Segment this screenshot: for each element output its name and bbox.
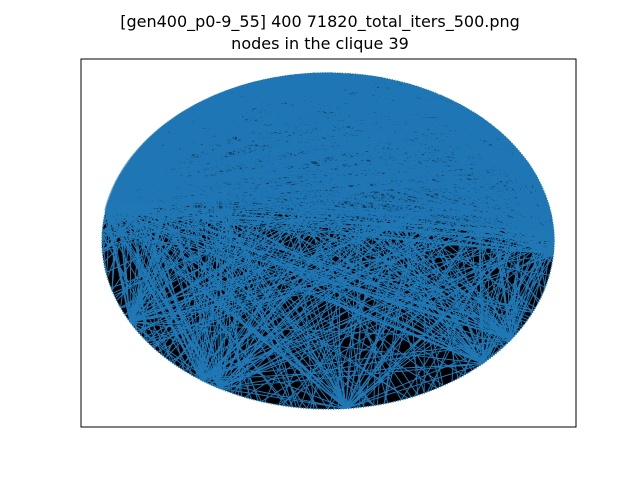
axes-frame xyxy=(80,58,577,428)
figure-title-line2: nodes in the clique 39 xyxy=(231,34,409,53)
dense-edge-band xyxy=(104,72,552,231)
figure-title-line1: [gen400_p0-9_55] 400 71820_total_iters_5… xyxy=(120,12,520,31)
